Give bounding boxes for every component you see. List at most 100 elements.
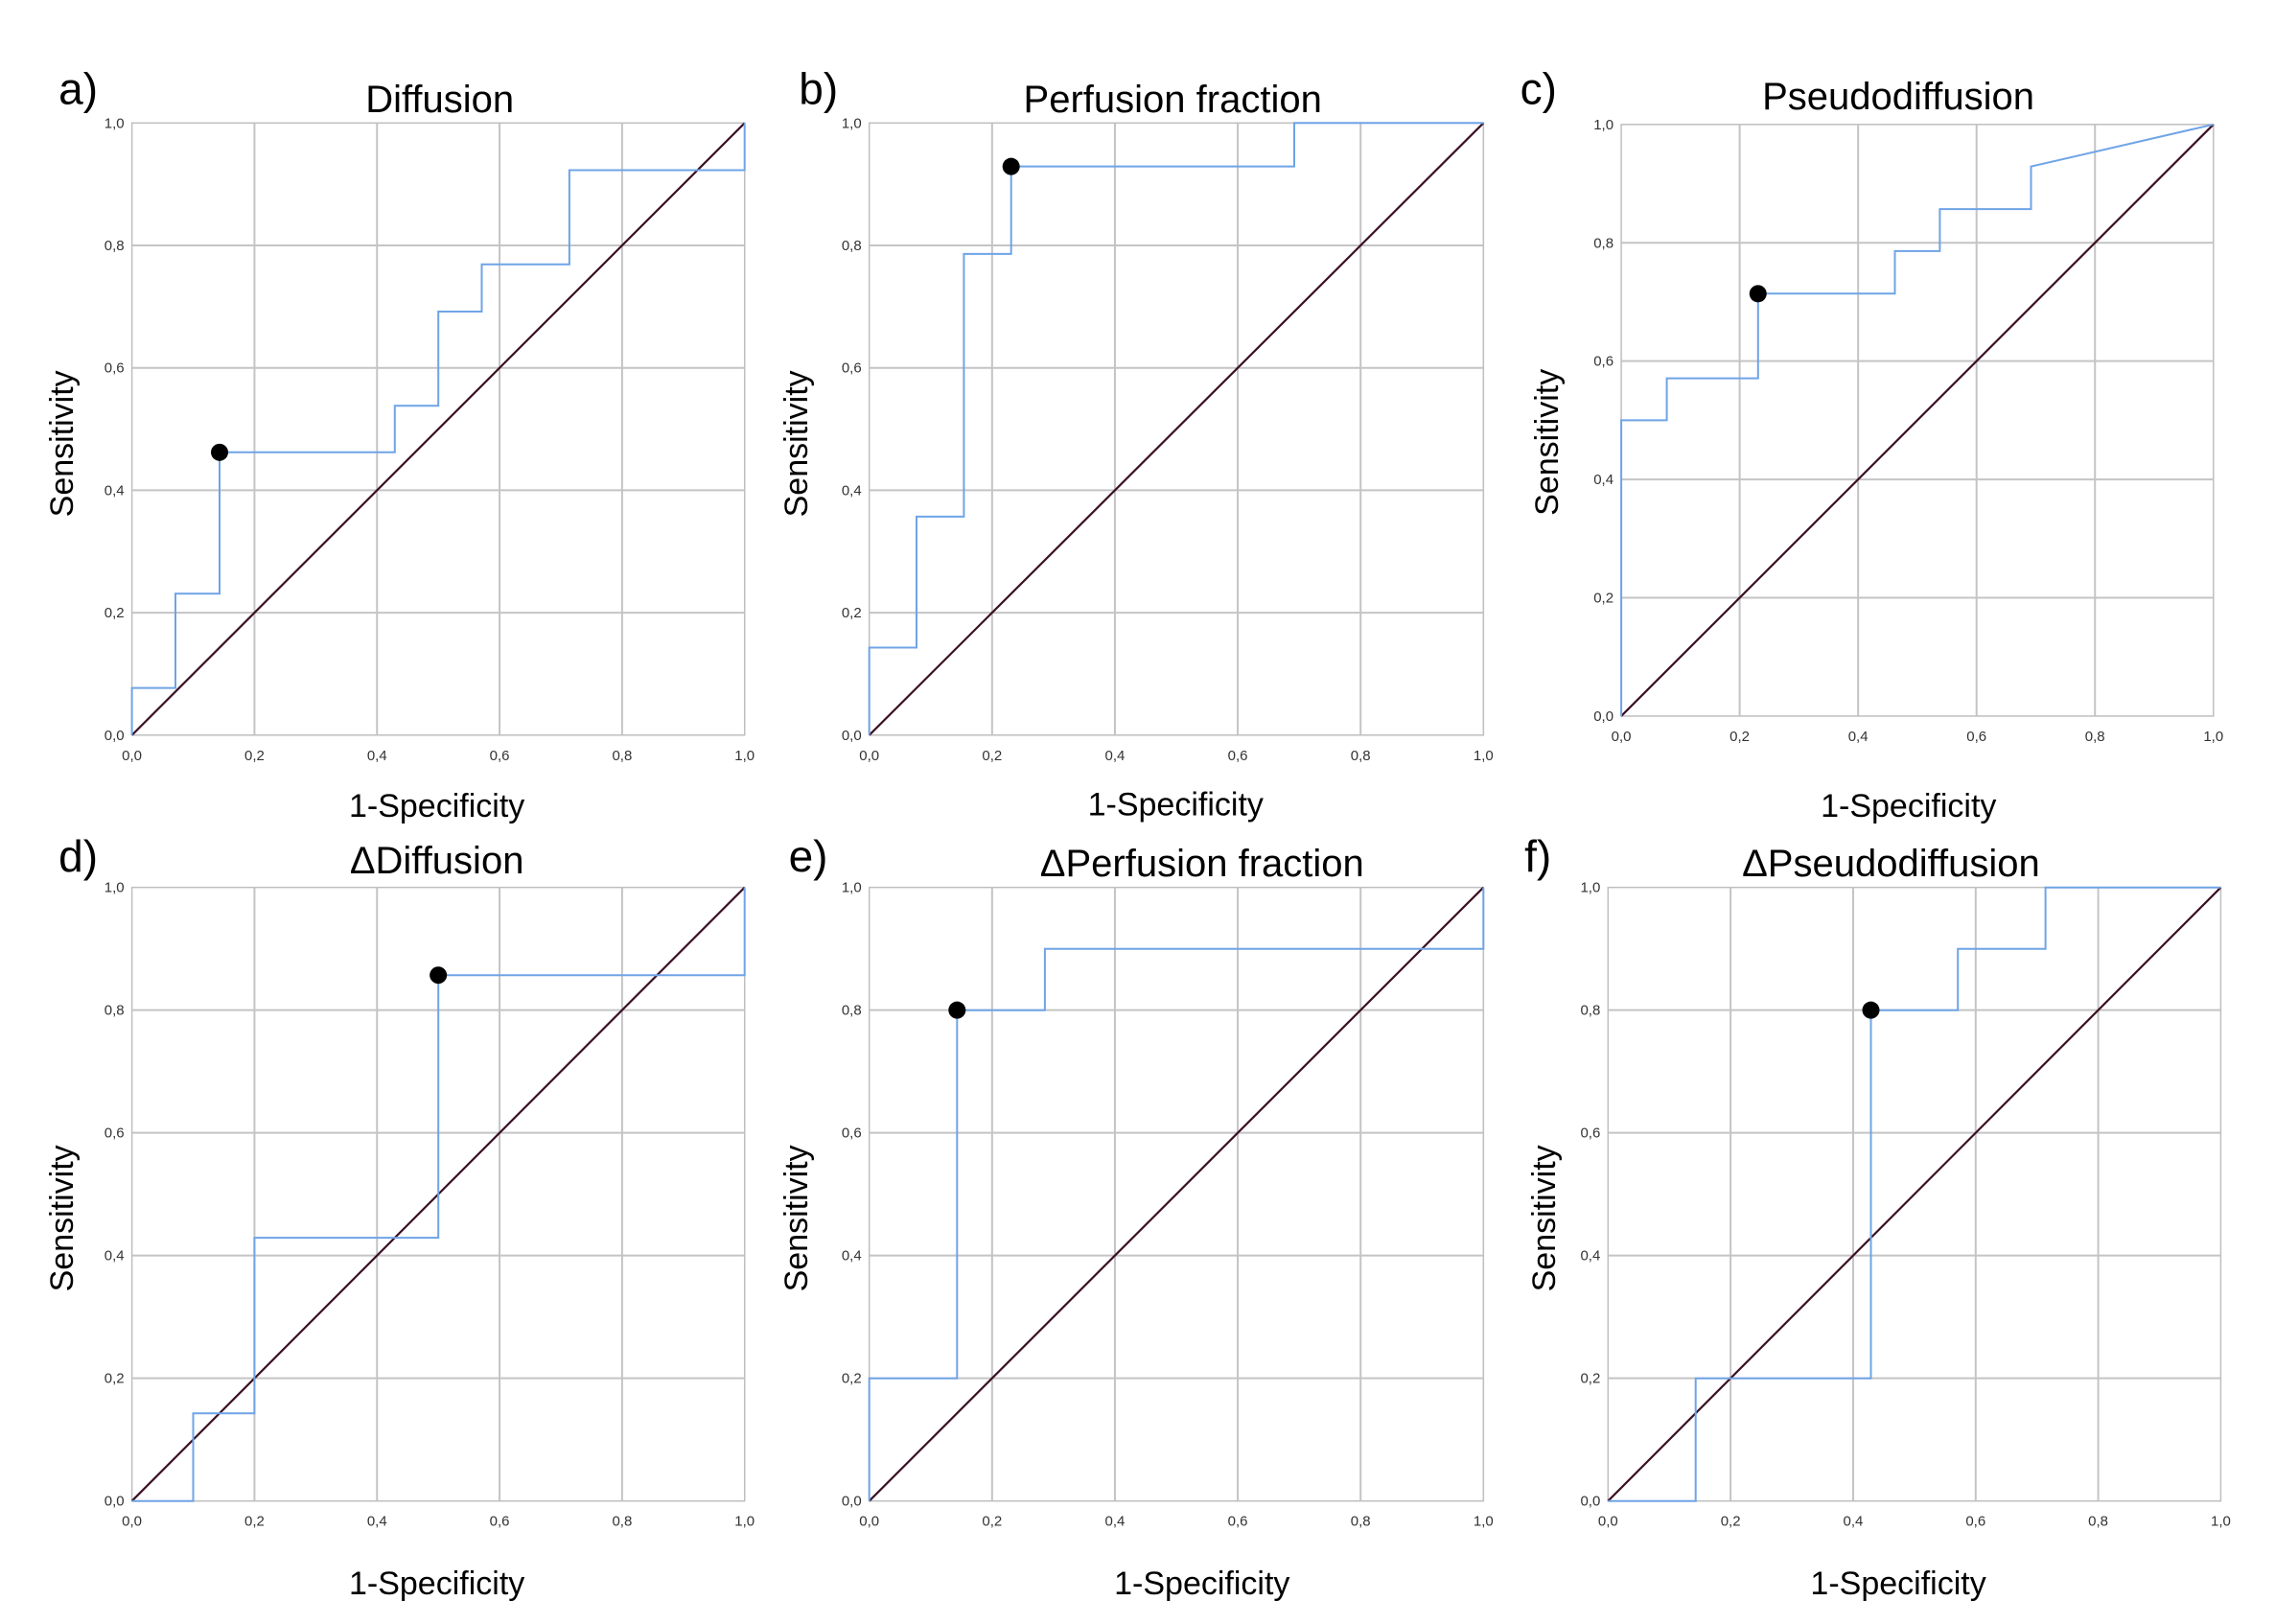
- x-tick-label: 0,4: [1848, 729, 1869, 745]
- x-tick-label: 0,0: [122, 1514, 142, 1530]
- x-tick-label: 0,4: [1105, 748, 1126, 764]
- y-tick-label: 0,8: [104, 238, 125, 254]
- y-tick-label: 0,6: [842, 360, 862, 377]
- y-tick-label: 0,8: [842, 1003, 862, 1019]
- roc-curve: [1620, 123, 2215, 716]
- reference-line: [1607, 886, 2222, 1502]
- y-tick-label: 0,0: [104, 1494, 125, 1510]
- optimal-cutoff-point: [429, 966, 448, 985]
- plot-frame: [1607, 886, 2222, 1502]
- roc-curve: [868, 887, 1485, 1501]
- x-tick-label: 0,4: [1105, 1514, 1126, 1530]
- x-tick-label: 0,2: [1721, 1514, 1741, 1530]
- x-axis-label: 1-Specificity: [349, 1566, 524, 1602]
- y-axis-label: Sensitivity: [778, 370, 815, 517]
- y-tick-label: 0,0: [842, 728, 862, 744]
- panel-letter: d): [58, 831, 98, 881]
- x-tick-label: 0,2: [1729, 729, 1750, 745]
- y-tick-label: 0,2: [104, 605, 125, 621]
- chart-title: Pseudodiffusion: [1762, 76, 2034, 118]
- chart-title: ΔPerfusion fraction: [1040, 843, 1364, 885]
- x-tick-label: 0,0: [1612, 729, 1632, 745]
- y-tick-label: 0,4: [104, 482, 125, 499]
- panel-letter: e): [789, 831, 828, 881]
- x-tick-label: 0,6: [490, 748, 510, 764]
- x-tick-label: 0,0: [859, 748, 879, 764]
- y-tick-label: 0,4: [1580, 1248, 1600, 1264]
- chart-title: ΔDiffusion: [350, 840, 524, 882]
- y-tick-label: 1,0: [104, 115, 125, 131]
- x-tick-label: 0,4: [367, 748, 387, 764]
- x-tick-label: 1,0: [734, 1514, 754, 1530]
- roc-curve: [130, 123, 746, 735]
- x-tick-label: 0,2: [244, 1514, 265, 1530]
- y-axis-label: Sensitivity: [1526, 1145, 1563, 1291]
- roc-panel-3: 0,0 0,0 0,2 0,2 0,4 0,4 0,6 0,6 0,8 0,8 1,0 1,0 c) Ps…: [1521, 64, 2224, 824]
- panel-letter: b): [799, 64, 838, 114]
- y-tick-label: 0,2: [842, 1371, 862, 1387]
- x-tick-label: 0,8: [2085, 729, 2105, 745]
- x-tick-label: 0,2: [982, 1514, 1002, 1530]
- chart-title: Perfusion fraction: [1024, 79, 1322, 121]
- plot-frame: [868, 886, 1485, 1502]
- x-tick-label: 0,8: [1351, 748, 1371, 764]
- y-axis-label: Sensitivity: [44, 1145, 81, 1291]
- y-tick-label: 1,0: [1593, 117, 1613, 133]
- optimal-cutoff-point: [948, 1001, 966, 1019]
- x-tick-label: 0,2: [982, 748, 1002, 764]
- optimal-cutoff-point: [1862, 1001, 1880, 1019]
- x-tick-label: 0,0: [1598, 1514, 1618, 1530]
- panel-letter: f): [1524, 831, 1551, 881]
- y-tick-label: 0,8: [1580, 1003, 1600, 1019]
- x-tick-label: 1,0: [734, 748, 754, 764]
- y-tick-label: 0,6: [104, 360, 125, 377]
- x-axis-label: 1-Specificity: [1810, 1566, 1985, 1602]
- plot-frame: [130, 122, 746, 736]
- y-tick-label: 0,8: [842, 238, 862, 254]
- x-tick-label: 0,8: [2088, 1514, 2108, 1530]
- x-tick-label: 0,4: [367, 1514, 387, 1530]
- y-axis-label: Sensitivity: [44, 370, 81, 517]
- x-axis-label: 1-Specificity: [349, 788, 524, 824]
- y-tick-label: 0,2: [1593, 591, 1613, 607]
- y-tick-label: 0,0: [842, 1494, 862, 1510]
- y-tick-label: 0,6: [104, 1125, 125, 1142]
- roc-panel-1: 0,0 0,0 0,2 0,2 0,4 0,4 0,6 0,6 0,8 0,8 1,0 1,0 a) Di…: [44, 64, 754, 824]
- y-tick-label: 0,4: [842, 1248, 862, 1264]
- y-tick-label: 0,0: [104, 728, 125, 744]
- reference-line: [868, 122, 1485, 736]
- x-tick-label: 0,8: [612, 748, 632, 764]
- x-tick-label: 1,0: [2203, 729, 2223, 745]
- plot-frame: [130, 886, 746, 1502]
- x-tick-label: 0,4: [1844, 1514, 1864, 1530]
- chart-title: Diffusion: [365, 79, 514, 121]
- panel-letter: c): [1521, 64, 1557, 114]
- x-tick-label: 1,0: [2211, 1514, 2231, 1530]
- reference-line: [130, 122, 746, 736]
- x-axis-label: 1-Specificity: [1114, 1566, 1289, 1602]
- y-tick-label: 0,0: [1580, 1494, 1600, 1510]
- chart-title: ΔPseudodiffusion: [1742, 843, 2040, 885]
- x-tick-label: 1,0: [1474, 1514, 1494, 1530]
- roc-curve: [1608, 886, 2221, 1502]
- x-tick-label: 0,6: [1228, 748, 1248, 764]
- y-tick-label: 0,2: [842, 605, 862, 621]
- y-tick-label: 0,0: [1593, 708, 1613, 725]
- x-axis-label: 1-Specificity: [1088, 787, 1264, 824]
- y-tick-label: 0,8: [104, 1003, 125, 1019]
- panel-letter: a): [58, 64, 98, 114]
- y-tick-label: 1,0: [842, 115, 862, 131]
- optimal-cutoff-point: [211, 443, 229, 461]
- x-tick-label: 0,8: [1351, 1514, 1371, 1530]
- x-tick-label: 0,6: [1228, 1514, 1248, 1530]
- x-tick-label: 0,6: [1966, 729, 1986, 745]
- y-tick-label: 0,4: [104, 1248, 125, 1264]
- roc-panel-2: 0,00,00,20,20,40,40,60,60,80,81,01,0b) Pe…: [778, 64, 1494, 824]
- y-axis-label: Sensitivity: [778, 1145, 815, 1291]
- y-axis-label: Sensitivity: [1529, 369, 1566, 516]
- y-tick-label: 0,6: [842, 1125, 862, 1142]
- x-tick-label: 0,0: [122, 748, 142, 764]
- y-tick-label: 1,0: [104, 880, 125, 896]
- y-tick-label: 0,6: [1593, 354, 1613, 370]
